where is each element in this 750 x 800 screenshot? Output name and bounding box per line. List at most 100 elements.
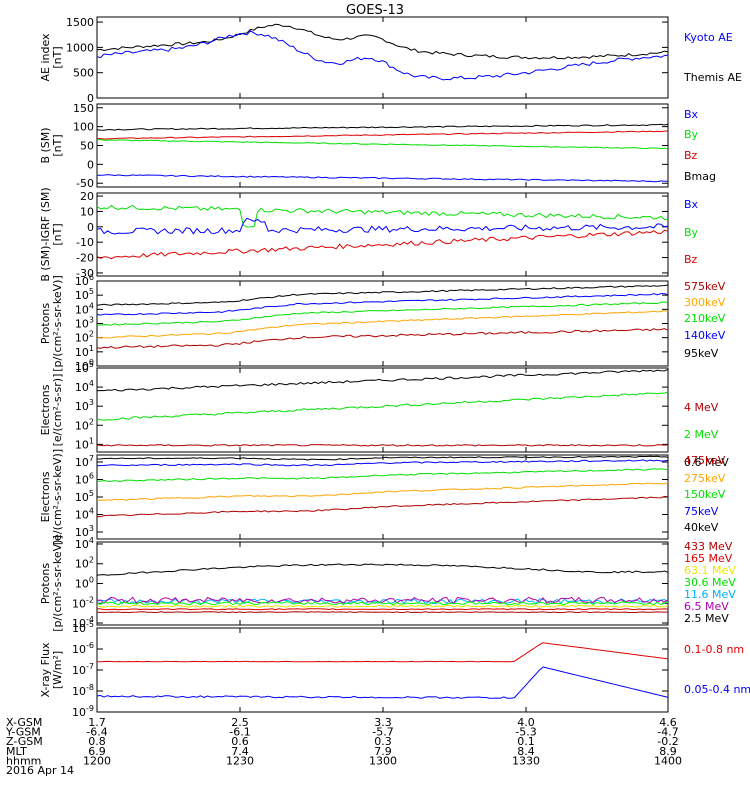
legend-entry: 40keV — [684, 521, 719, 534]
legend-entry: Themis AE — [683, 71, 742, 84]
series-line-75kev — [97, 459, 669, 467]
series-line-150kev — [96, 468, 669, 482]
ephemeris-row-label: Z-GSM — [6, 735, 43, 748]
series-line-themis-ae — [96, 23, 669, 60]
plot-title: GOES-13 — [346, 3, 404, 18]
ephemeris-value: 0.8 — [88, 735, 106, 748]
y-tick-exponent: 3 — [89, 524, 94, 533]
y-tick-exponent: 5 — [89, 287, 94, 296]
legend-entry: 300keV — [684, 296, 726, 309]
panel-frame — [96, 103, 669, 188]
ephemeris-value: 7.4 — [231, 745, 249, 758]
ephemeris-value: 8.9 — [659, 745, 677, 758]
legend-entry: Bz — [684, 149, 698, 162]
y-tick-label: 105 — [75, 489, 94, 504]
panel-frame — [96, 192, 669, 277]
y-tick-exponent: 0 — [89, 576, 94, 585]
ephemeris-value: 1400 — [654, 754, 682, 767]
legend-entry: By — [684, 226, 699, 239]
series-line-2-mev — [96, 391, 669, 421]
y-tick-exponent: 2 — [89, 330, 94, 339]
y-axis-label: Protons — [39, 563, 52, 604]
series-line-bx — [96, 174, 669, 183]
y-tick-exponent: 6 — [89, 472, 94, 481]
legend-entry: Bx — [684, 198, 699, 211]
legend-entry: 433 MeV — [684, 540, 733, 553]
y-axis-label: Electrons — [39, 384, 52, 435]
y-axis-label: Protons — [39, 303, 52, 344]
legend-entry: 275keV — [684, 472, 726, 485]
legend-entry: 11.6 MeV — [684, 588, 736, 601]
series-line-0-05-0-4-nm — [96, 666, 669, 699]
y-tick-label: 101 — [75, 436, 94, 451]
y-axis-label: Electrons — [39, 471, 52, 522]
ephemeris-value: 8.4 — [517, 745, 535, 758]
series-line-275kev — [96, 482, 669, 501]
y-axis-label: [e/(cm²-s-sr)] — [51, 374, 64, 447]
series-line-575kev — [96, 328, 669, 349]
y-tick-exponent: -7 — [86, 662, 94, 671]
y-tick-label: 100 — [75, 576, 94, 591]
legend-entry: 63.1 MeV — [684, 564, 736, 577]
ephemeris-value: 2.5 — [231, 716, 249, 729]
y-tick-exponent: 1 — [89, 436, 94, 445]
y-tick-exponent: -5 — [86, 620, 94, 629]
legend-entry: 210keV — [684, 312, 726, 325]
y-axis-label: AE index — [39, 33, 52, 82]
y-tick-label: 102 — [75, 330, 94, 345]
legend-entry: Bmag — [684, 170, 716, 183]
y-axis-label: [e/(cm²-s-sr-keV)] — [51, 449, 64, 545]
y-tick-exponent: 7 — [89, 454, 94, 463]
ephemeris-value: 1230 — [226, 754, 254, 767]
legend-entry: 150keV — [684, 488, 726, 501]
y-tick-exponent: 0 — [89, 358, 94, 367]
legend-entry: 0.6 MeV — [684, 456, 729, 469]
ephemeris-value: 0.3 — [374, 735, 392, 748]
y-axis-label: [nT] — [51, 223, 64, 245]
y-tick-label: -10 — [76, 236, 94, 249]
series-line-30-6-mev — [96, 601, 669, 606]
legend-entry: 475keV — [684, 454, 726, 467]
y-axis-label: B (SM)-IGRF (SM) — [39, 187, 52, 281]
legend-entry: 575keV — [684, 280, 726, 293]
ephemeris-value: -0.2 — [657, 735, 678, 748]
series-line-by — [96, 204, 669, 228]
series-line-95kev — [96, 284, 669, 306]
y-tick-label: 150 — [73, 102, 94, 115]
legend-entry: 0.05-0.4 nm — [684, 683, 750, 696]
y-tick-exponent: 4 — [89, 379, 94, 388]
series-line-4-mev — [96, 444, 669, 447]
y-tick-label: 50 — [80, 140, 94, 153]
y-axis-label: [p/(cm²-s-sr-keV)] — [51, 535, 64, 632]
y-axis-label: X-ray Flux — [39, 642, 52, 698]
y-tick-exponent: 3 — [89, 316, 94, 325]
legend-entry: 30.6 MeV — [684, 576, 736, 589]
y-tick-label: 1500 — [66, 16, 94, 29]
panel-3: -30 -20 -10 0 10 20 B (SM)-IGRF (SM) [nT] Bx By Bz — [39, 187, 699, 281]
ephemeris-value: -6.4 — [86, 726, 107, 739]
y-tick-label: 101 — [75, 344, 94, 359]
ephemeris-value: 6.9 — [88, 745, 106, 758]
y-tick-label: 10-2 — [72, 595, 94, 610]
ephemeris-value: 3.3 — [374, 716, 392, 729]
y-tick-exponent: -6 — [86, 641, 94, 650]
y-tick-label: 10 — [80, 205, 94, 218]
series-line-210kev — [96, 301, 669, 326]
y-tick-label: 106 — [75, 273, 94, 288]
legend-entry: 2.5 MeV — [684, 612, 729, 625]
series-line-bx — [96, 217, 669, 235]
series-line-475kev — [96, 495, 669, 518]
series-line-0-6-mev — [96, 369, 669, 392]
y-tick-label: 10-7 — [72, 662, 94, 677]
y-tick-label: 10-8 — [72, 683, 94, 698]
series-line-by — [96, 138, 669, 150]
panel-frame — [96, 454, 669, 540]
legend-entry: 95keV — [684, 347, 719, 360]
series-line-300kev — [96, 310, 669, 339]
y-tick-label: 0 — [87, 92, 94, 105]
series-line-11-6-mev — [96, 598, 669, 605]
series-line-40kev — [97, 455, 669, 461]
